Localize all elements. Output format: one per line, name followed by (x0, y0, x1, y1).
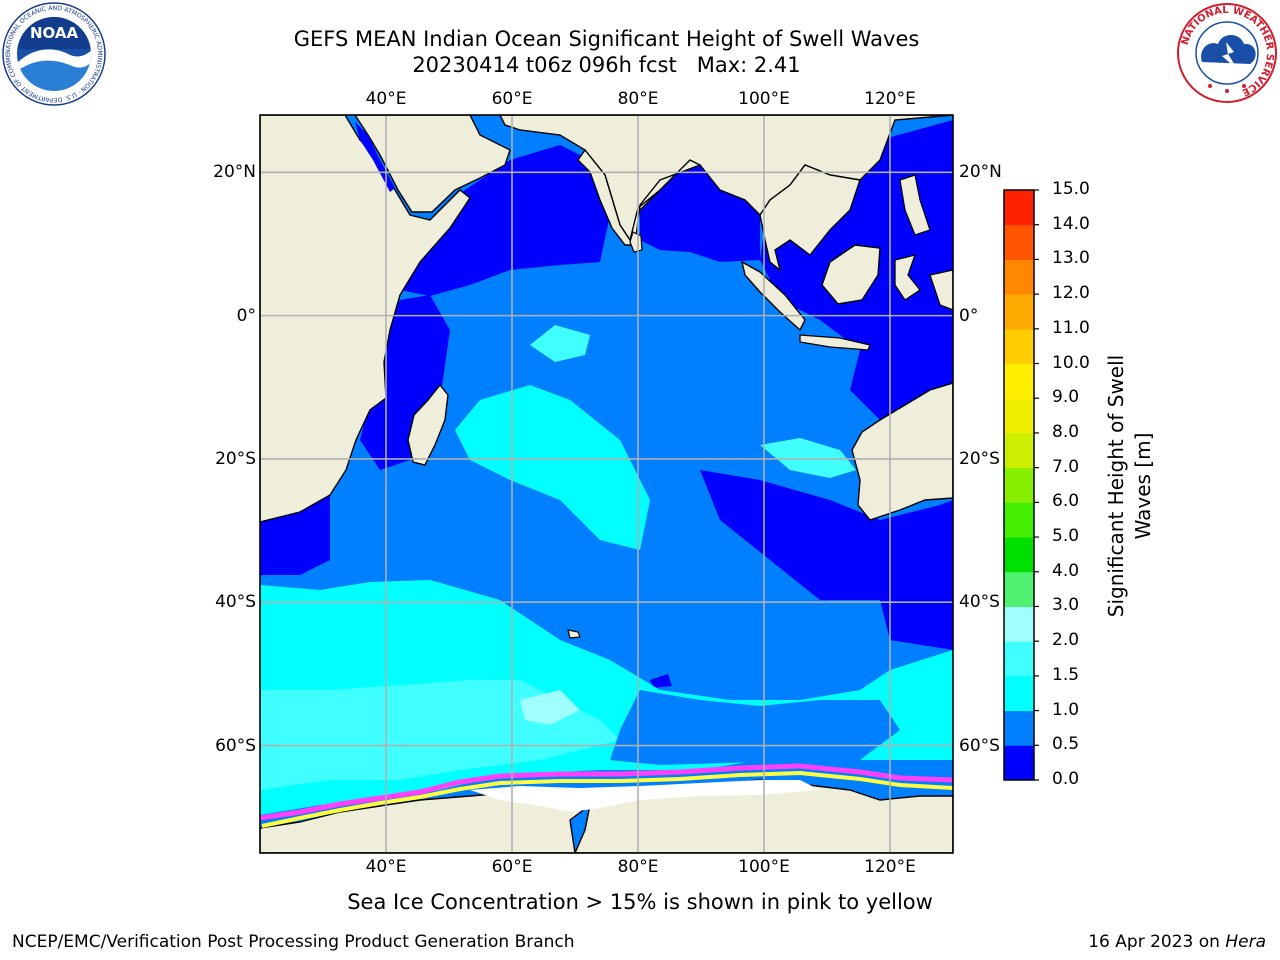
colorbar-tick-label-0: 0.0 (1052, 769, 1080, 789)
lat-left-label--60: 60°S (215, 735, 256, 756)
colorbar-tick-label-17: 15.0 (1052, 179, 1090, 199)
colorbar-tick-label-12: 10.0 (1052, 352, 1090, 373)
footer-host: Hera (1225, 932, 1266, 952)
colorbar-tick-label-11: 9.0 (1052, 387, 1080, 408)
map-frame (259, 114, 954, 854)
colorbar-segment-9 (1004, 432, 1034, 469)
land-asia (499, 115, 953, 242)
colorbar (1003, 189, 1039, 781)
colorbar-segment-8 (1004, 467, 1034, 503)
lon-top-label-120: 120°E (864, 89, 916, 109)
title-line-2: 20230414 t06z 096h fcst Max: 2.41 (412, 53, 801, 77)
land-arabia (354, 115, 511, 213)
sea-ice-note: Sea Ice Concentration > 15% is shown in … (347, 890, 933, 914)
lon-bot-label-100: 100°E (738, 857, 790, 877)
colorbar-tick-label-14: 12.0 (1052, 283, 1090, 304)
colorbar-segment-6 (1004, 537, 1034, 573)
ocean-high-swell-equatorial (530, 325, 590, 362)
nws-logo: NATIONAL WEATHER SERVICE (1177, 3, 1277, 103)
red-sea (355, 122, 395, 192)
land-madagascar (407, 383, 449, 466)
lat-right-label--60: 60°S (959, 735, 1000, 756)
colorbar-tick-label-10: 8.0 (1052, 421, 1080, 442)
land-indochina (759, 164, 861, 272)
lat-left-label--20: 20°S (215, 448, 256, 469)
colorbar-segment-16 (1004, 190, 1034, 226)
map-title: GEFS MEAN Indian Ocean Significant Heigh… (0, 26, 1213, 78)
colorbar-tick-label-15: 13.0 (1052, 248, 1090, 269)
colorbar-tick-label-6: 4.0 (1052, 560, 1080, 581)
lon-bot-label-60: 60°E (491, 857, 533, 877)
colorbar-tick-label-5: 3.0 (1052, 595, 1080, 616)
lon-bot-label-80: 80°E (617, 857, 659, 877)
colorbar-segment-5 (1004, 571, 1034, 607)
colorbar-segment-11 (1004, 363, 1034, 399)
colorbar-segment-2 (1004, 675, 1034, 712)
lat-left-label-0: 0° (236, 305, 256, 326)
colorbar-tick-label-4: 2.0 (1052, 630, 1080, 651)
colorbar-segment-0 (1004, 745, 1034, 781)
land-india (577, 148, 702, 246)
land-kerguelen (567, 629, 581, 639)
lon-top-label-80: 80°E (617, 89, 659, 109)
colorbar-segment-4 (1004, 606, 1034, 642)
land-sulawesi (894, 254, 921, 301)
ocean-high-swell-west-australia (760, 438, 856, 478)
lon-top-label-100: 100°E (738, 89, 790, 109)
title-line-1: GEFS MEAN Indian Ocean Significant Heigh… (293, 27, 920, 51)
lon-bot-label-40: 40°E (365, 857, 407, 877)
colorbar-segment-10 (1004, 398, 1034, 434)
colorbar-tick-label-7: 5.0 (1052, 526, 1080, 547)
colorbar-segment-15 (1004, 224, 1034, 260)
sea-ice-inner (261, 770, 953, 828)
land-java (799, 334, 871, 351)
land-philippines (899, 174, 931, 236)
ocean-peak-swell-patch (520, 690, 580, 725)
colorbar-tick-label-2: 1.0 (1052, 699, 1080, 720)
colorbar-segment-13 (1004, 294, 1034, 330)
lat-right-label-20: 20°N (959, 162, 1002, 183)
ocean-low-swell-south-africa (260, 490, 330, 575)
land-sumatra (740, 260, 806, 332)
lat-right-label-0: 0° (959, 305, 979, 326)
lat-right-label--20: 20°S (959, 448, 1000, 469)
lat-left-label-20: 20°N (213, 162, 256, 183)
colorbar-frame (1003, 189, 1035, 781)
colorbar-tick-label-8: 6.0 (1052, 491, 1080, 512)
colorbar-tick-label-16: 14.0 (1052, 213, 1090, 234)
noaa-logo-text: NOAA (30, 24, 79, 42)
colorbar-tick-label-9: 7.0 (1052, 456, 1080, 477)
lon-top-label-60: 60°E (491, 89, 533, 109)
ocean-low-swell-central (650, 674, 672, 688)
noaa-logo: NATIONAL OCEANIC AND ATMOSPHERIC ADMINIS… (2, 2, 106, 106)
ocean-low-swell-arabian-sea (400, 145, 610, 296)
footer-date: 16 Apr 2023 on Hera (1088, 932, 1266, 952)
colorbar-segment-3 (1004, 641, 1034, 677)
colorbar-segment-12 (1004, 328, 1034, 365)
sea-ice-fringe (260, 763, 953, 821)
colorbar-segment-1 (1004, 710, 1034, 746)
land-borneo (821, 244, 881, 305)
lon-top-label-40: 40°E (365, 89, 407, 109)
footer-credit: NCEP/EMC/Verification Post Processing Pr… (12, 932, 575, 952)
colorbar-segment-7 (1004, 502, 1034, 538)
land-australia (851, 382, 953, 521)
sea-ice-white (470, 780, 820, 812)
lat-right-label--40: 40°S (959, 592, 1000, 613)
colorbar-label: Significant Height of Swell Waves [m] (1104, 354, 1155, 618)
colorbar-segment-14 (1004, 259, 1034, 295)
colorbar-tick-label-3: 1.5 (1052, 664, 1080, 685)
lon-bot-label-120: 120°E (864, 857, 916, 877)
ocean-high-swell-central-south (455, 385, 650, 550)
colorbar-tick-label-1: 0.5 (1052, 734, 1080, 755)
land-new-guinea-edge (929, 269, 953, 311)
colorbar-tick-label-13: 11.0 (1052, 317, 1090, 338)
footer-date-text: 16 Apr 2023 on (1088, 932, 1220, 952)
lat-left-label--40: 40°S (215, 592, 256, 613)
